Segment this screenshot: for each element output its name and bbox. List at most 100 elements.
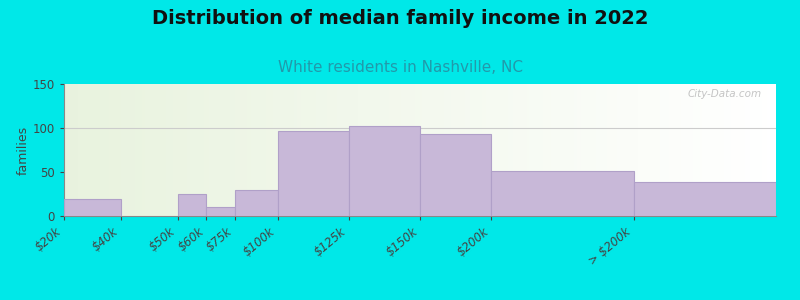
Bar xyxy=(384,84,386,216)
Bar xyxy=(719,84,722,216)
Bar xyxy=(282,84,285,216)
Bar xyxy=(444,84,446,216)
Bar xyxy=(591,84,594,216)
Bar xyxy=(235,190,278,216)
Bar xyxy=(536,84,538,216)
Bar xyxy=(342,84,344,216)
Bar xyxy=(458,84,460,216)
Bar xyxy=(88,84,90,216)
Bar xyxy=(214,84,216,216)
Bar xyxy=(614,84,617,216)
Bar xyxy=(197,84,199,216)
Bar xyxy=(406,84,408,216)
Bar xyxy=(522,84,525,216)
Bar xyxy=(344,84,346,216)
Bar xyxy=(534,84,536,216)
Bar xyxy=(717,84,719,216)
Bar xyxy=(662,84,665,216)
Bar xyxy=(185,84,187,216)
Bar xyxy=(221,84,223,216)
Bar xyxy=(690,84,693,216)
Bar xyxy=(586,84,589,216)
Bar xyxy=(268,84,270,216)
Bar xyxy=(133,84,135,216)
Bar xyxy=(454,84,455,216)
Bar xyxy=(389,84,391,216)
Bar xyxy=(263,84,266,216)
Bar xyxy=(686,84,688,216)
Bar xyxy=(698,84,700,216)
Bar xyxy=(442,84,444,216)
Bar xyxy=(337,84,339,216)
Bar xyxy=(610,84,612,216)
Bar xyxy=(147,84,150,216)
Bar xyxy=(572,84,574,216)
Bar xyxy=(465,84,467,216)
Bar xyxy=(665,84,667,216)
Bar xyxy=(494,84,496,216)
Bar xyxy=(439,84,442,216)
Bar xyxy=(290,84,292,216)
Bar xyxy=(418,84,420,216)
Bar xyxy=(752,84,754,216)
Bar xyxy=(330,84,332,216)
Bar xyxy=(142,84,145,216)
Bar xyxy=(506,84,508,216)
Bar xyxy=(380,84,382,216)
Bar xyxy=(420,134,491,216)
Bar xyxy=(106,84,109,216)
Bar xyxy=(206,207,235,216)
Bar xyxy=(309,84,311,216)
Bar xyxy=(714,84,717,216)
Bar xyxy=(396,84,398,216)
Bar xyxy=(297,84,299,216)
Bar xyxy=(354,84,356,216)
Bar xyxy=(446,84,449,216)
Bar xyxy=(249,84,251,216)
Bar xyxy=(285,84,287,216)
Bar xyxy=(474,84,477,216)
Bar xyxy=(228,84,230,216)
Bar xyxy=(702,84,705,216)
Bar xyxy=(769,84,771,216)
Bar xyxy=(145,84,147,216)
Bar xyxy=(430,84,432,216)
Bar xyxy=(270,84,273,216)
Bar xyxy=(653,84,655,216)
Bar xyxy=(643,84,646,216)
Bar xyxy=(254,84,256,216)
Bar xyxy=(93,84,95,216)
Bar xyxy=(529,84,531,216)
Bar xyxy=(378,84,380,216)
Bar xyxy=(729,84,731,216)
Bar xyxy=(251,84,254,216)
Bar xyxy=(223,84,226,216)
Bar xyxy=(311,84,314,216)
Bar xyxy=(460,84,462,216)
Bar xyxy=(546,84,548,216)
Bar xyxy=(582,84,584,216)
Bar xyxy=(299,84,302,216)
Bar xyxy=(688,84,690,216)
Bar xyxy=(95,84,98,216)
Bar xyxy=(90,84,93,216)
Bar xyxy=(202,84,204,216)
Bar xyxy=(206,84,209,216)
Bar xyxy=(368,84,370,216)
Bar xyxy=(391,84,394,216)
Bar xyxy=(736,84,738,216)
Bar xyxy=(218,84,221,216)
Bar xyxy=(518,84,520,216)
Bar xyxy=(64,84,66,216)
Bar xyxy=(486,84,489,216)
Bar xyxy=(634,84,636,216)
Bar xyxy=(358,84,361,216)
Y-axis label: families: families xyxy=(17,125,30,175)
Bar xyxy=(121,84,123,216)
Bar xyxy=(199,84,202,216)
Bar xyxy=(674,84,676,216)
Bar xyxy=(349,84,351,216)
Bar xyxy=(617,84,619,216)
Bar xyxy=(130,84,133,216)
Bar xyxy=(173,84,175,216)
